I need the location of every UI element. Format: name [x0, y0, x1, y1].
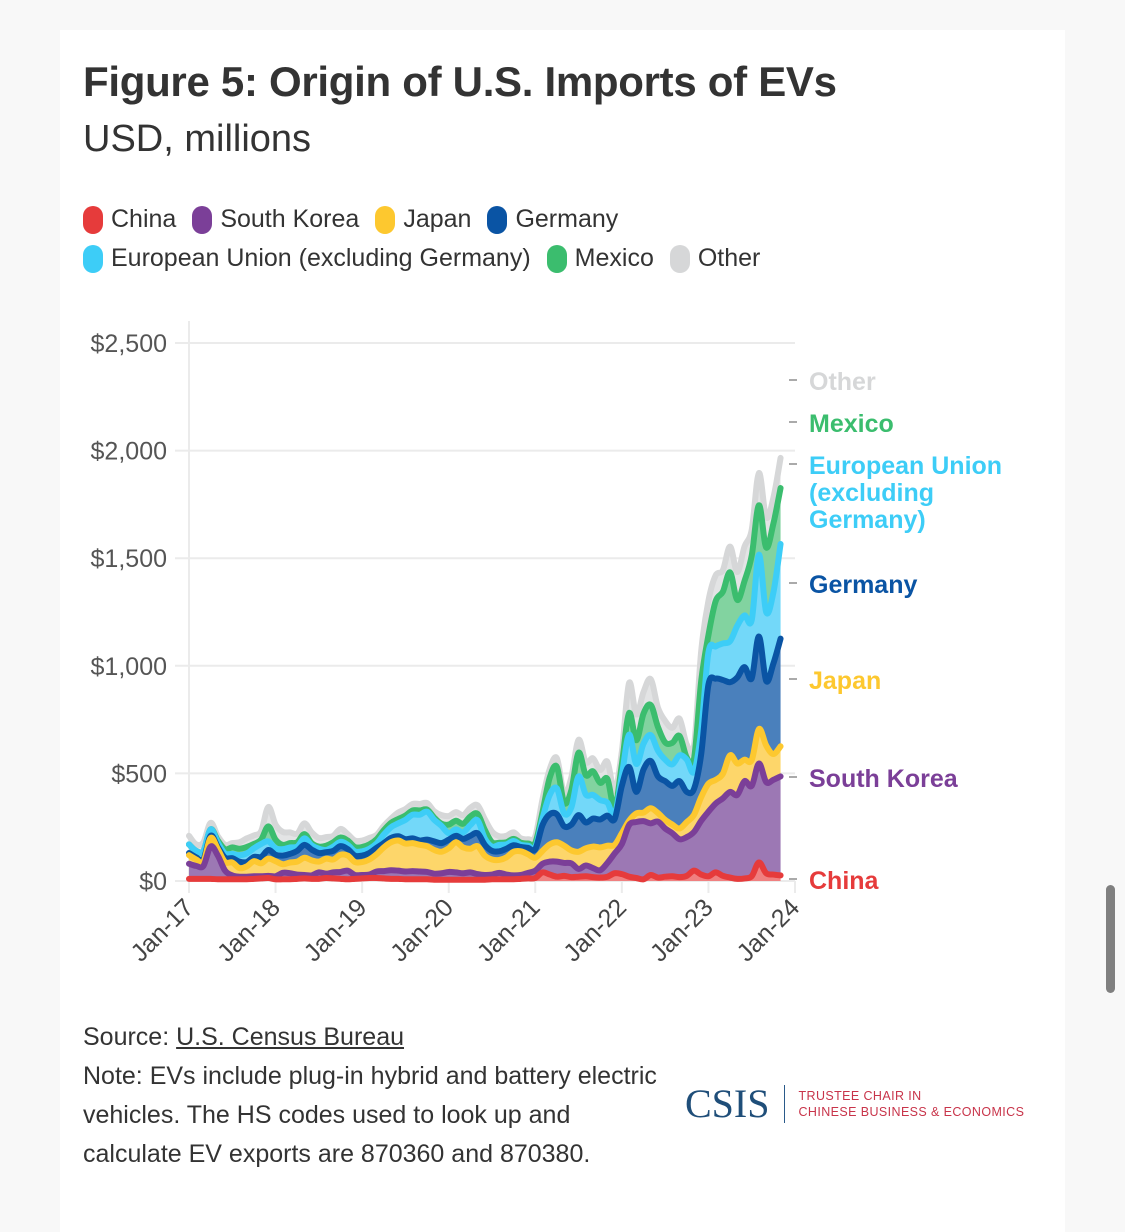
legend-swatch-south-korea [192, 205, 213, 234]
legend-item-south-korea[interactable]: South Korea [192, 205, 359, 234]
line-japan [186, 725, 784, 872]
y-tick-label: $2,500 [91, 330, 167, 358]
legend-row-1: China South Korea Japan Germany [83, 200, 883, 239]
y-tick-label: $1,500 [91, 545, 167, 573]
legend-item-china[interactable]: China [83, 205, 176, 234]
x-tick-label: Jan-21 [472, 893, 546, 967]
end-label-eu: Germany) [809, 506, 926, 534]
legend-swatch-japan [375, 205, 396, 234]
legend-item-mexico[interactable]: Mexico [546, 244, 654, 273]
line-south-korea [186, 760, 784, 880]
end-label-eu: (excluding [809, 479, 934, 507]
figure-card: Figure 5: Origin of U.S. Imports of EVs … [60, 30, 1065, 1232]
legend-swatch-china [83, 205, 103, 234]
end-label-china: China [809, 867, 880, 895]
logo-line-1: TRUSTEE CHAIR IN [798, 1088, 922, 1103]
end-label-japan: Japan [809, 667, 881, 695]
legend-row-2: European Union (excluding Germany) Mexic… [83, 239, 883, 278]
logo-wordmark: CSIS [685, 1081, 770, 1126]
legend-item-germany[interactable]: Germany [487, 205, 618, 234]
x-tick-label: Jan-24 [731, 893, 805, 967]
chart-legend: China South Korea Japan Germany European… [83, 200, 883, 278]
logo-tagline: TRUSTEE CHAIR IN CHINESE BUSINESS & ECON… [799, 1088, 1025, 1120]
source-link[interactable]: U.S. Census Bureau [176, 1023, 405, 1051]
legend-label-other: Other [697, 244, 761, 272]
source-note: Source: U.S. Census Bureau Note: EVs inc… [83, 1018, 673, 1174]
y-tick-label: $2,000 [91, 438, 167, 466]
end-label-south-korea: South Korea [809, 765, 959, 793]
legend-item-eu[interactable]: European Union (excluding Germany) [83, 244, 531, 273]
source-prefix: Source: [83, 1023, 177, 1051]
legend-label-south-korea: South Korea [220, 205, 360, 233]
legend-swatch-germany [487, 205, 508, 234]
csis-logo: CSIS TRUSTEE CHAIR IN CHINESE BUSINESS &… [685, 1080, 1024, 1127]
end-label-mexico: Mexico [809, 410, 894, 438]
logo-line-2: CHINESE BUSINESS & ECONOMICS [798, 1104, 1025, 1119]
legend-label-mexico: Mexico [574, 244, 654, 272]
logo-divider [783, 1084, 785, 1123]
y-tick-label: $1,000 [91, 653, 167, 681]
legend-item-japan[interactable]: Japan [375, 205, 471, 234]
x-tick-label: Jan-23 [645, 893, 719, 967]
x-tick-label: Jan-17 [125, 893, 199, 967]
area-germany [189, 636, 781, 869]
y-tick-label: $500 [111, 760, 167, 788]
area-china [189, 862, 781, 881]
legend-label-japan: Japan [403, 205, 472, 233]
x-tick-label: Jan-18 [212, 893, 286, 967]
legend-label-china: China [111, 205, 177, 233]
line-germany [186, 633, 784, 866]
line-other [186, 454, 784, 849]
end-label-germany: Germany [809, 571, 917, 599]
line-mexico [186, 485, 784, 856]
end-label-other: Other [809, 368, 876, 396]
x-tick-label: Jan-19 [299, 893, 373, 967]
page-scrollbar[interactable] [1106, 885, 1115, 993]
line-china [186, 859, 784, 883]
legend-label-germany: Germany [515, 205, 619, 233]
legend-swatch-other [669, 244, 690, 273]
legend-swatch-eu [83, 244, 103, 273]
x-tick-label: Jan-22 [558, 893, 632, 967]
figure-subtitle: USD, millions [83, 118, 312, 160]
line-european-union-excluding-germany [186, 540, 784, 859]
x-tick-label: Jan-20 [385, 893, 459, 967]
end-label-eu: European Union [809, 452, 1002, 480]
legend-swatch-mexico [546, 244, 567, 273]
area-south-korea [189, 763, 781, 880]
note-text: Note: EVs include plug-in hybrid and bat… [83, 1062, 657, 1168]
legend-item-other[interactable]: Other [669, 244, 761, 273]
figure-title: Figure 5: Origin of U.S. Imports of EVs [83, 58, 837, 105]
legend-label-eu: European Union (excluding Germany) [111, 244, 531, 272]
y-tick-label: $0 [139, 868, 167, 896]
